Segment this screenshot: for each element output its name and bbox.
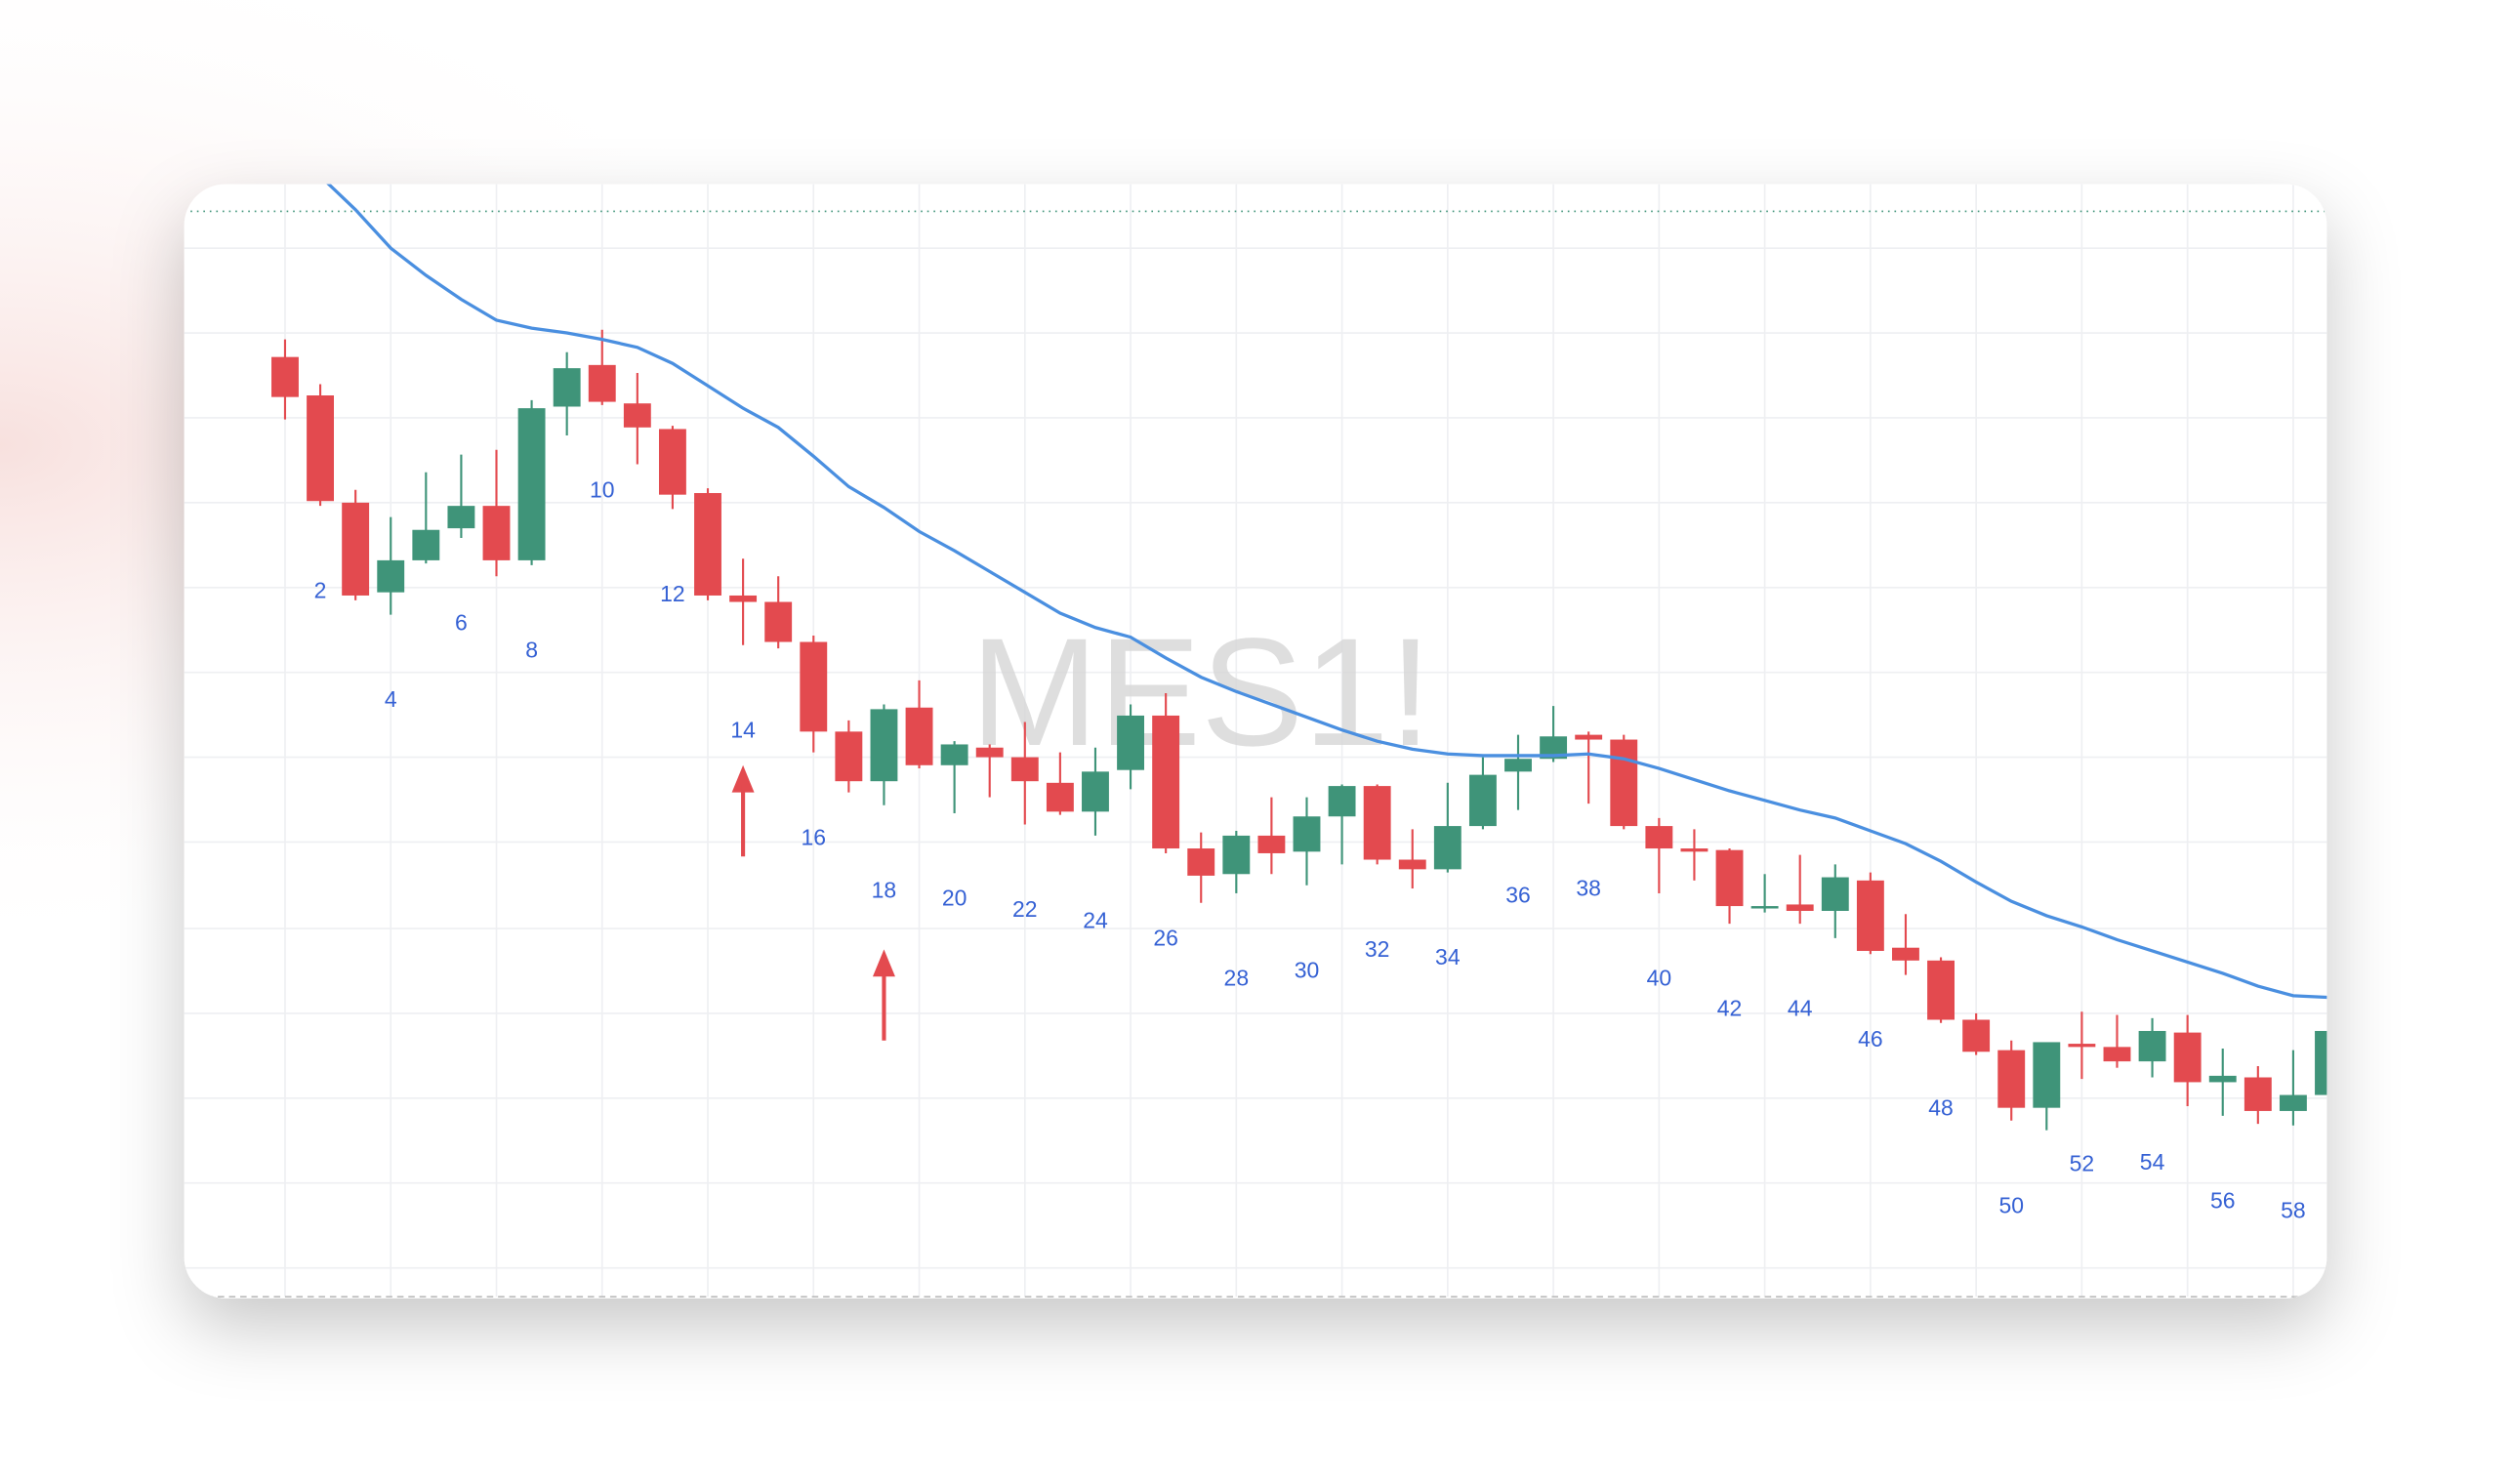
moving-average <box>318 184 2327 1000</box>
card <box>184 184 2327 1298</box>
candle-body <box>2315 1030 2327 1095</box>
candle-body <box>2243 1077 2272 1111</box>
candle-body <box>1750 906 1779 909</box>
candle-body <box>729 595 758 602</box>
bar-index-label: 38 <box>1576 876 1601 901</box>
bar-index-label: 32 <box>1365 936 1390 962</box>
candle-body <box>2208 1075 2237 1083</box>
candle-body <box>377 559 405 593</box>
candle-body <box>1504 759 1532 772</box>
candle-body <box>2068 1044 2096 1048</box>
bar-index-label: 22 <box>1012 896 1038 922</box>
bar-index-label: 26 <box>1153 926 1178 951</box>
candle-body <box>975 747 1004 758</box>
candle-body <box>1082 771 1109 812</box>
candle-body <box>553 368 581 407</box>
candle-body <box>764 601 793 642</box>
candle-body <box>1187 848 1215 876</box>
candle-body <box>658 429 686 495</box>
candle-body <box>1293 816 1321 852</box>
bar-index-label: 10 <box>590 476 615 502</box>
candle-body <box>1398 859 1426 870</box>
bar-index-label: 56 <box>2210 1187 2236 1213</box>
bar-index-label: 54 <box>2140 1149 2165 1175</box>
candle-body <box>1046 782 1074 812</box>
bar-index-label: 50 <box>1998 1192 2024 1217</box>
candle-body <box>1927 960 1955 1020</box>
candle-body <box>1257 835 1286 853</box>
bar-index-label: 14 <box>730 717 756 742</box>
candle-body <box>447 506 475 529</box>
candle-body <box>1680 848 1708 852</box>
candle-body <box>1433 826 1461 870</box>
bar-index-label: 28 <box>1224 966 1250 991</box>
candle-body <box>1328 786 1356 817</box>
candle-body <box>1856 880 1884 951</box>
candle-body <box>1786 904 1814 911</box>
candle-body <box>694 493 721 596</box>
bar-index-label: 12 <box>660 581 685 606</box>
candle-body <box>1997 1050 2026 1108</box>
candle-body <box>1468 774 1497 827</box>
candle-body <box>800 641 828 732</box>
bar-index-label: 2 <box>314 578 327 603</box>
candle-body <box>905 707 933 765</box>
bar-index-label: 36 <box>1505 882 1531 907</box>
bar-index-label: 58 <box>2281 1197 2306 1222</box>
candle-body <box>940 744 968 765</box>
bar-index-label: 48 <box>1928 1094 1954 1120</box>
candle-body <box>835 731 863 782</box>
candle-body <box>1645 826 1673 849</box>
candle-body <box>1010 757 1039 782</box>
candle-body <box>623 403 651 428</box>
candle-body <box>482 506 511 560</box>
candle-body <box>2138 1030 2166 1062</box>
bar-index-label: 34 <box>1435 944 1461 969</box>
bar-index-label: 16 <box>802 824 827 849</box>
bar-index-label: 52 <box>2070 1151 2095 1176</box>
candle-body <box>1540 736 1568 760</box>
candle-body <box>2173 1032 2202 1083</box>
bar-index-label: 8 <box>525 637 538 662</box>
bar-index-label: 46 <box>1858 1026 1883 1051</box>
arrow-marker <box>731 764 755 857</box>
candle-body <box>588 364 616 402</box>
bar-index-label: 6 <box>455 610 468 636</box>
candle-body <box>342 502 370 596</box>
bar-index-label: 42 <box>1717 996 1743 1021</box>
candle-body <box>2033 1042 2061 1108</box>
bar-index-label: 20 <box>942 886 967 911</box>
arrow-marker <box>872 949 895 1041</box>
candle-body <box>1821 877 1849 911</box>
candle-body <box>1962 1019 1991 1052</box>
candle-body <box>1363 786 1391 860</box>
candle-body <box>1152 715 1180 849</box>
candle-body <box>1610 739 1638 827</box>
candle-body <box>1575 734 1603 740</box>
candle-body <box>271 356 299 397</box>
watermark: MES1! <box>970 606 1432 778</box>
candle-body <box>517 408 546 560</box>
candle-body <box>307 395 335 502</box>
candle-body <box>412 529 440 560</box>
bar-index-label: 40 <box>1647 966 1672 991</box>
candle-body <box>870 709 898 782</box>
arrow-head <box>872 949 895 977</box>
candle-body <box>1222 835 1251 875</box>
bar-index-label: 4 <box>385 686 397 712</box>
candle-body <box>2279 1094 2307 1111</box>
bar-index-label: 18 <box>872 877 897 902</box>
candle-body <box>1892 947 1919 961</box>
candle-body <box>2103 1047 2131 1062</box>
bar-index-label: 24 <box>1083 908 1108 933</box>
bar-index-label: 44 <box>1788 996 1813 1021</box>
candle-body <box>1715 849 1744 907</box>
bar-index-label: 30 <box>1295 957 1320 982</box>
arrow-head <box>731 764 755 793</box>
candle-body <box>1117 715 1144 770</box>
